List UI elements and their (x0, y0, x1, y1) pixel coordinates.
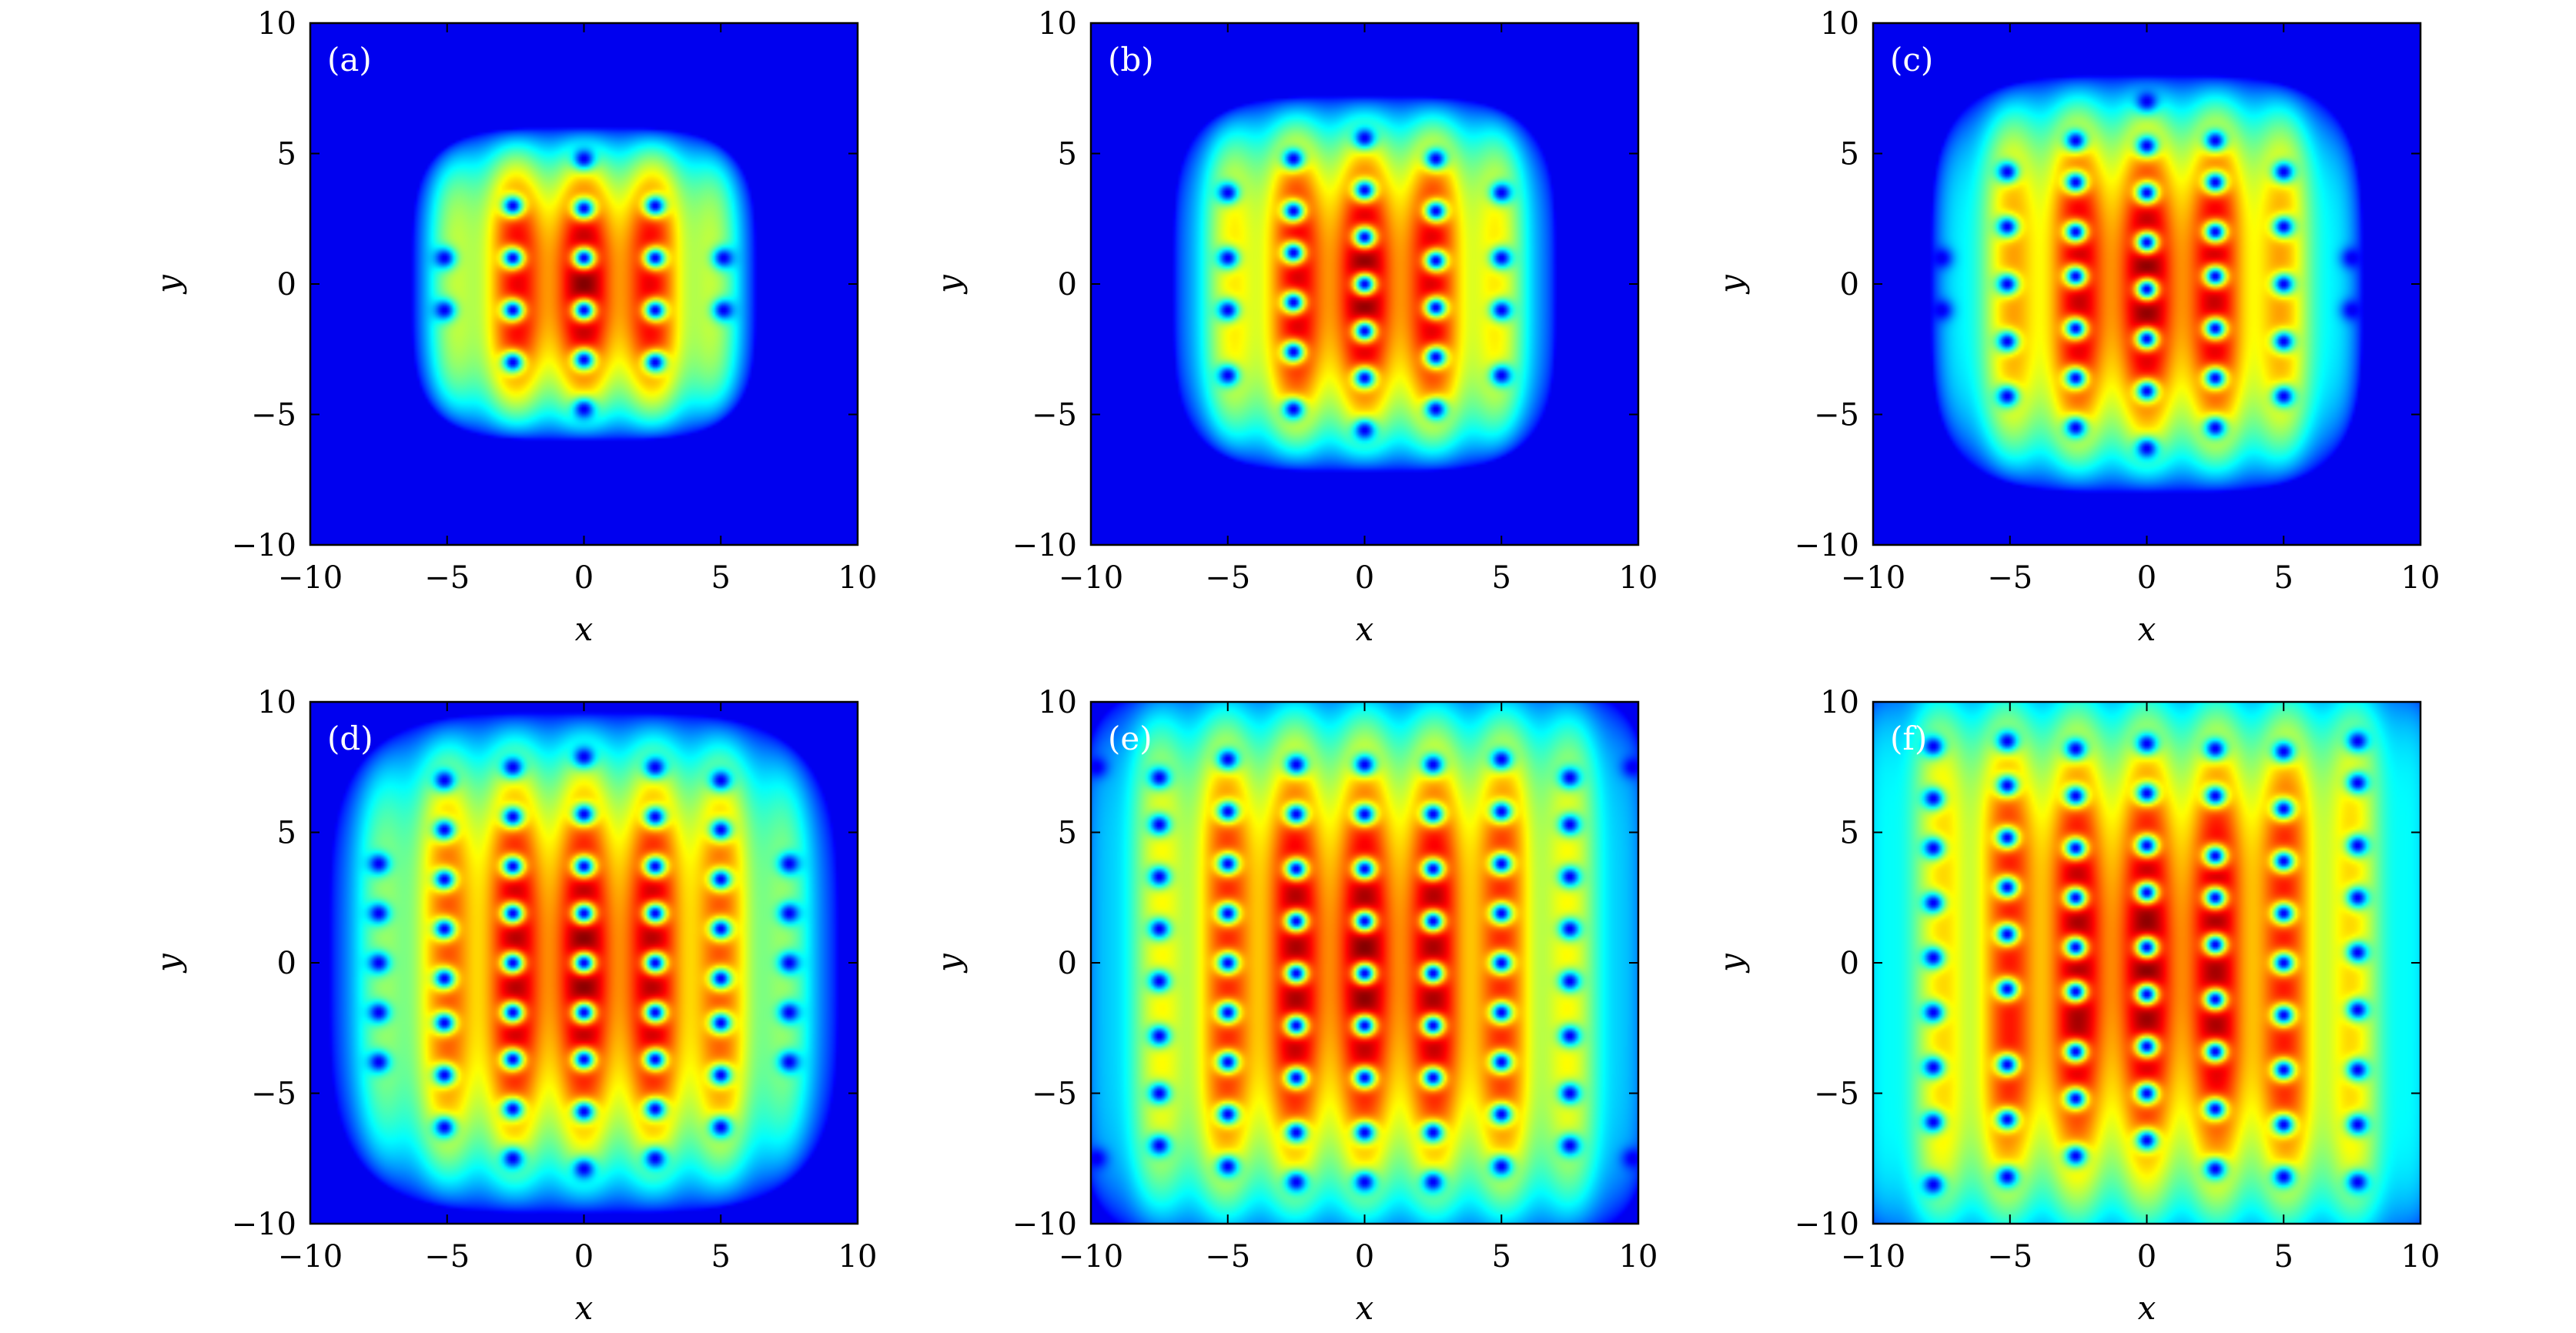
x-tick-label: −5 (1205, 1239, 1250, 1275)
y-tick-label: −5 (1032, 1077, 1077, 1112)
y-tick-label: 5 (1840, 137, 1859, 172)
panel-label: (c) (1890, 41, 1933, 79)
x-tick-label: 5 (2274, 560, 2293, 596)
x-tick-label: −10 (1841, 1239, 1905, 1275)
x-tick-label: 10 (1619, 1239, 1658, 1275)
x-tick-label: 10 (2401, 1239, 2441, 1275)
y-tick-label: 5 (277, 816, 296, 851)
y-axis-label: y (149, 274, 187, 295)
x-axis-label: x (1356, 610, 1374, 648)
y-axis-label: y (149, 953, 187, 974)
x-tick-label: −10 (1841, 560, 1905, 596)
y-axis-label: y (930, 274, 968, 295)
y-axis-label: y (1712, 953, 1750, 974)
density-map (1091, 702, 1638, 1224)
y-tick-label: 5 (277, 137, 296, 172)
x-tick-label: 0 (2137, 1239, 2156, 1275)
x-tick-label: −5 (424, 560, 470, 596)
y-tick-label: 10 (257, 6, 296, 42)
x-tick-label: 10 (838, 560, 878, 596)
density-map (310, 23, 858, 545)
y-tick-label: 10 (257, 685, 296, 720)
y-tick-label: 5 (1058, 816, 1077, 851)
y-tick-label: 0 (1840, 267, 1859, 302)
y-tick-label: 5 (1840, 816, 1859, 851)
y-tick-label: 0 (277, 267, 296, 302)
x-tick-label: −10 (1059, 1239, 1123, 1275)
x-axis-label: x (2138, 1289, 2156, 1327)
y-tick-label: −5 (1814, 398, 1859, 433)
y-tick-label: 5 (1058, 137, 1077, 172)
panel-label: (a) (327, 41, 372, 79)
panel-a: −10 10 −5 5 0 0 5 −5 10 −10 x y (a) (149, 6, 877, 648)
x-tick-label: −10 (278, 560, 343, 596)
x-axis-label: x (575, 610, 594, 648)
panel-d: −10 10 −5 5 0 0 5 −5 10 −10 x y (d) (149, 685, 877, 1327)
panel-label: (b) (1108, 41, 1154, 79)
panel-label: (e) (1108, 720, 1153, 757)
x-axis-label: x (2138, 610, 2156, 648)
density-map (1873, 702, 2420, 1224)
y-tick-label: −10 (1012, 528, 1077, 563)
y-tick-label: 10 (1038, 6, 1077, 42)
y-tick-label: 0 (1058, 946, 1077, 981)
y-tick-label: −10 (232, 528, 296, 563)
y-tick-label: 0 (1058, 267, 1077, 302)
y-tick-label: −5 (251, 1077, 296, 1112)
x-tick-label: 0 (574, 560, 594, 596)
y-tick-label: −5 (251, 398, 296, 433)
x-tick-label: −5 (1987, 560, 2032, 596)
x-tick-label: 5 (2274, 1239, 2293, 1275)
x-tick-label: −10 (278, 1239, 343, 1275)
panel-f: −10 10 −5 5 0 0 5 −5 10 −10 x y (f) (1712, 685, 2440, 1327)
y-axis-label: y (930, 953, 968, 974)
x-tick-label: 5 (711, 1239, 731, 1275)
x-tick-label: 10 (2401, 560, 2441, 596)
panel-c: −10 10 −5 5 0 0 5 −5 10 −10 x y (c) (1712, 6, 2440, 648)
x-tick-label: 0 (2137, 560, 2156, 596)
y-tick-label: −10 (1012, 1207, 1077, 1242)
x-tick-label: −5 (1987, 1239, 2032, 1275)
x-tick-label: 0 (1355, 560, 1374, 596)
x-tick-label: −5 (424, 1239, 470, 1275)
panel-b: −10 10 −5 5 0 0 5 −5 10 −10 x y (b) (930, 6, 1658, 648)
y-tick-label: 0 (1840, 946, 1859, 981)
y-tick-label: 0 (277, 946, 296, 981)
x-tick-label: 5 (711, 560, 731, 596)
x-tick-label: −5 (1205, 560, 1250, 596)
x-tick-label: 0 (574, 1239, 594, 1275)
x-axis-label: x (575, 1289, 594, 1327)
x-tick-label: −10 (1059, 560, 1123, 596)
density-map (310, 702, 858, 1224)
y-tick-label: −5 (1032, 398, 1077, 433)
x-tick-label: 5 (1492, 1239, 1511, 1275)
x-tick-label: 5 (1492, 560, 1511, 596)
panel-label: (d) (327, 720, 373, 757)
y-tick-label: −10 (1795, 1207, 1859, 1242)
y-tick-label: −5 (1814, 1077, 1859, 1112)
x-tick-label: 0 (1355, 1239, 1374, 1275)
panel-label: (f) (1890, 720, 1927, 757)
y-tick-label: −10 (1795, 528, 1859, 563)
y-axis-label: y (1712, 274, 1750, 295)
y-tick-label: 10 (1038, 685, 1077, 720)
x-tick-label: 10 (1619, 560, 1658, 596)
y-tick-label: 10 (1820, 6, 1859, 42)
y-tick-label: 10 (1820, 685, 1859, 720)
panel-e: −10 10 −5 5 0 0 5 −5 10 −10 x y (e) (930, 685, 1658, 1327)
y-tick-label: −10 (232, 1207, 296, 1242)
x-tick-label: 10 (838, 1239, 878, 1275)
density-map (1873, 23, 2420, 545)
density-map (1091, 23, 1638, 545)
x-axis-label: x (1356, 1289, 1374, 1327)
